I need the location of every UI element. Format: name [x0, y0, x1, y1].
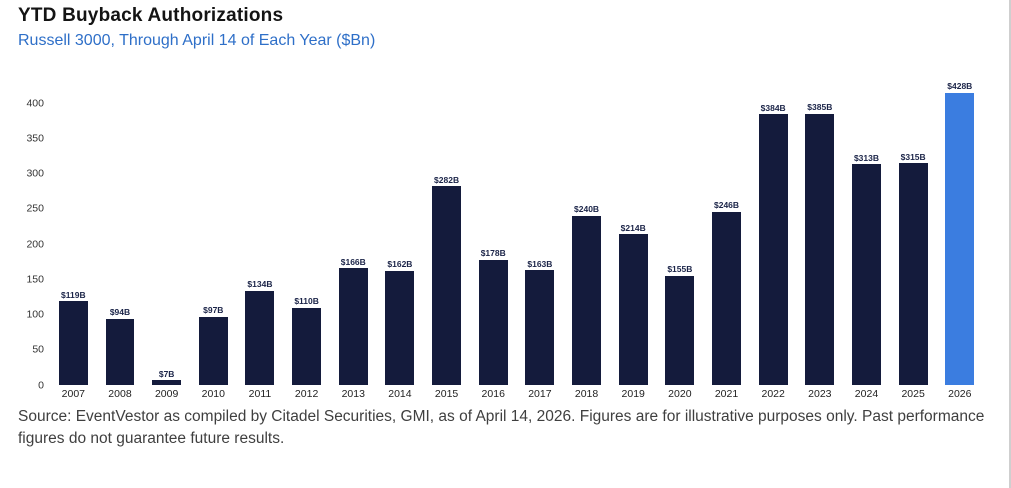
y-tick-150: 150 — [26, 273, 44, 286]
bar-slot-2011: $134B — [237, 82, 284, 385]
y-tick-400: 400 — [26, 96, 44, 109]
y-tick-200: 200 — [26, 237, 44, 250]
bar-slot-2018: $240B — [563, 82, 610, 385]
bar-value-2026: $428B — [947, 81, 973, 91]
bar-slot-2016: $178B — [470, 82, 517, 385]
bar-value-2011: $134B — [247, 279, 273, 290]
bar-2009 — [152, 380, 182, 385]
x-label-2025: 2025 — [901, 388, 925, 400]
x-label-2013: 2013 — [341, 388, 365, 400]
x-label-2016: 2016 — [481, 388, 505, 400]
bar-2008 — [105, 318, 135, 385]
bar-slot-2008: $94B — [97, 82, 144, 385]
bar-slot-2025: $315B — [890, 82, 937, 385]
chart-subtitle: Russell 3000, Through April 14 of Each Y… — [18, 32, 376, 49]
bar-2023 — [805, 113, 835, 385]
bar-value-2009: $7B — [158, 368, 175, 379]
bar-2010 — [198, 316, 228, 385]
bar-slot-2017: $163B — [517, 82, 564, 385]
bar-2013 — [338, 268, 368, 385]
bar-value-2016: $178B — [480, 248, 506, 259]
bar-2015 — [432, 186, 462, 385]
bar-slot-2021: $246B — [703, 82, 750, 385]
x-label-2026: 2026 — [948, 388, 972, 400]
bar-2021 — [712, 211, 741, 385]
bar-value-2015: $282B — [434, 174, 460, 185]
bar-slot-2013: $166B — [330, 82, 377, 385]
bar-slot-2026: $428B — [936, 82, 983, 385]
bar-slot-2012: $110B — [283, 82, 330, 385]
bar-slot-2014: $162B — [377, 82, 424, 385]
bar-2025 — [898, 163, 928, 385]
x-axis: 2007 2008 2009 2010 2011 2012 2013 2014 2015 2016… — [50, 389, 983, 400]
bar-value-2024: $313B — [853, 152, 880, 163]
bar-slot-2010: $97B — [190, 82, 237, 385]
x-label-2023: 2023 — [808, 388, 832, 400]
bar-slot-2007: $119B — [50, 82, 97, 385]
bar-value-2013: $166B — [340, 256, 366, 267]
bar-value-2022: $384B — [760, 102, 786, 113]
bar-value-2007: $119B — [61, 289, 86, 300]
source-text: Source: EventVestor as compiled by Citad… — [18, 408, 985, 447]
x-label-2022: 2022 — [761, 388, 785, 400]
bar-slot-2019: $214B — [610, 82, 657, 385]
y-axis: 0 50 100 150 200 250 300 350 400 — [14, 82, 44, 390]
bar-value-2025: $315B — [900, 151, 926, 162]
x-label-2019: 2019 — [621, 388, 645, 400]
bar-2020 — [665, 275, 695, 385]
bar-value-2018: $240B — [574, 204, 600, 215]
bar-value-2017: $163B — [527, 258, 553, 269]
x-label-2009: 2009 — [154, 388, 179, 400]
y-tick-50: 50 — [32, 343, 44, 356]
bar-slot-2024: $313B — [843, 82, 890, 385]
bar-value-2014: $162B — [387, 259, 413, 270]
chart-title: YTD Buyback Authorizations — [18, 5, 284, 26]
bar-slot-2020: $155B — [657, 82, 704, 385]
bar-2014 — [385, 270, 415, 385]
bar-2012 — [292, 307, 322, 385]
plot-area: $119B $94B $7B $97B $134B $110B $166B $162B $282… — [50, 82, 983, 385]
x-label-2017: 2017 — [528, 388, 552, 400]
x-label-2010: 2010 — [201, 388, 225, 400]
bar-2018 — [572, 215, 601, 385]
x-label-2020: 2020 — [668, 388, 692, 400]
bar-2022 — [758, 114, 788, 385]
bar-2026 — [945, 92, 975, 385]
bar-value-2019: $214B — [620, 222, 646, 233]
bar-value-2023: $385B — [807, 102, 833, 113]
x-label-2021: 2021 — [714, 388, 739, 400]
y-tick-100: 100 — [26, 308, 44, 321]
y-tick-0: 0 — [38, 378, 44, 391]
y-tick-300: 300 — [26, 167, 44, 180]
bar-slot-2022: $384B — [750, 82, 797, 385]
x-label-2018: 2018 — [574, 388, 599, 400]
x-label-2014: 2014 — [388, 388, 412, 400]
bar-2007 — [58, 301, 88, 385]
bar-2019 — [618, 234, 648, 385]
x-label-2011: 2011 — [248, 388, 272, 400]
bar-2011 — [245, 290, 275, 385]
bar-slot-2023: $385B — [797, 82, 844, 385]
x-label-2007: 2007 — [61, 388, 85, 400]
bar-2024 — [852, 164, 881, 385]
x-label-2008: 2008 — [108, 388, 132, 400]
x-label-2012: 2012 — [294, 388, 319, 400]
y-tick-350: 350 — [26, 132, 44, 145]
bar-value-2020: $155B — [667, 264, 693, 275]
bar-value-2008: $94B — [109, 307, 131, 318]
bar-slot-2009: $7B — [143, 82, 190, 385]
bar-value-2021: $246B — [713, 200, 740, 211]
y-tick-250: 250 — [26, 202, 44, 215]
bar-value-2010: $97B — [203, 305, 224, 316]
bar-slot-2015: $282B — [423, 82, 470, 385]
bar-2017 — [525, 270, 555, 385]
x-label-2015: 2015 — [434, 388, 459, 400]
bar-2016 — [478, 259, 508, 385]
bar-value-2012: $110B — [294, 296, 319, 306]
x-label-2024: 2024 — [854, 388, 879, 400]
